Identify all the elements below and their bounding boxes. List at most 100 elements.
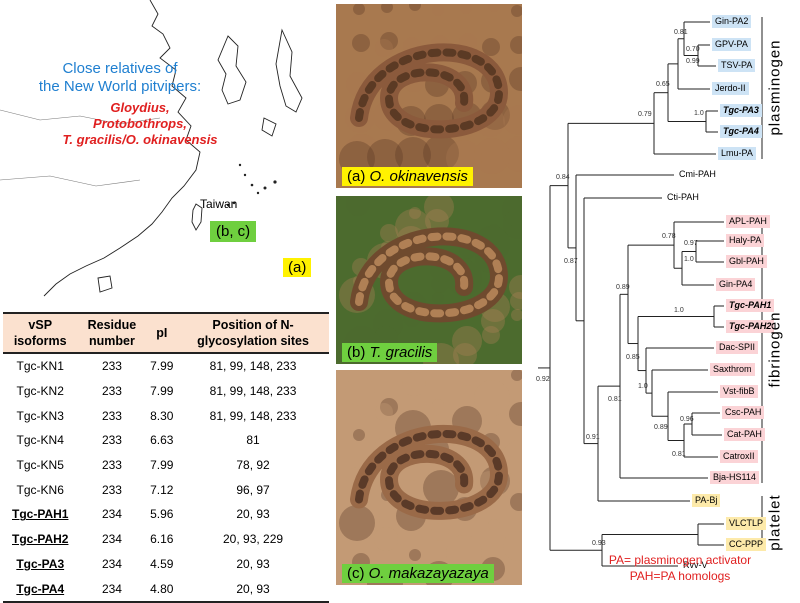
taiwan-outline [191, 203, 203, 231]
table-row: Tgc-KN3 233 8.30 81, 99, 148, 233 [3, 403, 329, 428]
isoform-cell: Tgc-KN6 [16, 482, 64, 497]
phylogenetic-tree: Gin-PA2 GPV-PA TSV-PA Jerdo-II Tgc-PA3 Tgc-PA… [528, 0, 800, 589]
map-tag-bc: (b, c) [210, 221, 257, 242]
isoform-cell: Tgc-PAH2 [12, 532, 69, 547]
glyco-sites-cell: 78, 92 [236, 458, 270, 473]
residue-cell: 233 [101, 482, 122, 497]
kyushu-outline [261, 117, 277, 137]
relatives-title: Close relatives of the New World pitvipe… [10, 60, 230, 96]
tree-leaf-rvv-v: Rvv-V [683, 560, 708, 570]
pi-cell: 7.12 [150, 482, 174, 497]
support-value: 0.89 [616, 284, 630, 292]
isoform-cell: Tgc-KN3 [16, 408, 64, 423]
photo-o-makazayazaya: (c) O. makazayazaya [336, 370, 522, 585]
river-line [0, 109, 161, 125]
glyco-sites-cell: 20, 93 [236, 556, 270, 571]
glyco-sites-cell: 81, 99, 148, 233 [209, 384, 297, 399]
glyco-sites-cell: 20, 93 [177, 576, 329, 603]
support-value: 0.81 [672, 450, 686, 458]
support-value: 1.0 [638, 383, 648, 391]
table-row: Tgc-PAH2 234 6.16 20, 93, 229 [3, 527, 329, 552]
support-value: 0.79 [638, 111, 652, 119]
table-row: Tgc-PAH1 234 5.96 20, 93 [3, 502, 329, 527]
hainan-outline [97, 275, 113, 293]
tree-leaf-apl-pah: APL-PAH [726, 215, 770, 228]
glyco-sites-cell: 96, 97 [236, 482, 270, 497]
residue-cell: 233 [101, 408, 122, 423]
tree-leaf-gin-pa4: Gin-PA4 [716, 278, 756, 291]
residue-cell: 233 [101, 458, 122, 473]
table-row: Tgc-KN1 233 7.99 81, 99, 148, 233 [3, 353, 329, 379]
table-row: Tgc-KN4 233 6.63 81 [3, 428, 329, 453]
tree-branches [538, 17, 763, 567]
genus-name: T. gracilis/O. okinavensis [62, 132, 218, 147]
support-value: 0.78 [662, 233, 676, 241]
tree-leaf-jerdo-ii: Jerdo-II [712, 82, 749, 95]
support-value: 0.97 [684, 239, 698, 247]
glyco-sites-cell: 20, 93 [236, 507, 270, 522]
tree-leaf-tgc-pah1: Tgc-PAH1 [726, 299, 775, 312]
map-tag-a: (a) [283, 258, 312, 277]
caption-prefix: (b) [347, 344, 370, 361]
support-value: 0.81 [608, 396, 622, 404]
pi-cell: 5.96 [150, 507, 174, 522]
caption-species: O. okinavensis [369, 168, 468, 185]
isoform-cell: Tgc-PAH1 [12, 507, 69, 522]
photo-t-gracilis: (b) T. gracilis [336, 196, 522, 364]
tree-leaf-vst-fibb: Vst-fibB [720, 385, 758, 398]
header-glyco: Position of N-glycosylation sites [177, 312, 329, 354]
relatives-title-line: the New World pitvipers: [38, 78, 202, 95]
isoform-cell: Tgc-PA3 [16, 556, 65, 571]
tree-leaf-dac-spii: Dac-SPII [716, 341, 759, 354]
snake-pattern [355, 48, 504, 134]
support-value: 0.85 [626, 353, 640, 361]
caption-prefix: (c) [347, 565, 369, 582]
tree-leaf-tgc-pa4: Tgc-PA4 [720, 125, 762, 138]
support-value: 0.93 [592, 540, 606, 548]
genus-name: Gloydius, [110, 100, 170, 115]
tree-leaf-tsv-pa: TSV-PA [718, 59, 756, 72]
relatives-title-line: Close relatives of [62, 60, 178, 77]
caption-species: O. makazayazaya [368, 565, 489, 582]
pi-cell: 7.99 [150, 384, 174, 399]
residue-cell: 234 [101, 507, 122, 522]
residue-cell: 233 [101, 433, 122, 448]
table-row: Tgc-PA3 234 4.59 20, 93 [3, 552, 329, 577]
tree-leaf-cti-pah: Cti-PAH [667, 192, 699, 202]
tree-leaf-cat-pah: Cat-PAH [724, 428, 765, 441]
caption-prefix: (a) [347, 168, 370, 185]
support-value: 0.89 [654, 424, 668, 432]
mainland-coastline [43, 0, 201, 297]
group-label-plasminogen: plasminogen [766, 39, 784, 136]
tree-leaf-cmi-pah: Cmi-PAH [679, 169, 716, 179]
support-value: 1.0 [694, 109, 704, 117]
support-value: 0.87 [564, 257, 578, 265]
legend-pa: PA= plasminogen activator [608, 553, 752, 567]
photo-caption: (c) O. makazayazaya [342, 564, 494, 583]
table-row: Tgc-KN5 233 7.99 78, 92 [3, 453, 329, 478]
residue-cell: 233 [101, 359, 122, 374]
support-value: 0.65 [656, 80, 670, 88]
tree-leaf-lmu-pa: Lmu-PA [718, 147, 756, 160]
table-row: Tgc-KN2 233 7.99 81, 99, 148, 233 [3, 379, 329, 404]
residue-cell: 234 [101, 532, 122, 547]
glyco-sites-cell: 20, 93, 229 [223, 532, 284, 547]
header-residue: Residue number [77, 312, 147, 354]
tree-leaf-haly-pa: Haly-PA [726, 234, 765, 247]
korea-outline [217, 35, 247, 105]
tree-leaf-saxthrom: Saxthrom [710, 363, 755, 376]
table-header-row: vSP isoforms Residue number pI Position of… [3, 312, 329, 354]
tree-leaf-catroxii: CatroxII [720, 450, 758, 463]
isoform-cell: Tgc-KN5 [16, 458, 64, 473]
tree-leaf-gbl-pah: Gbl-PAH [726, 255, 767, 268]
river-line [0, 175, 141, 187]
pi-cell: 6.16 [150, 532, 174, 547]
legend-pah: PAH=PA homologs [629, 569, 731, 583]
support-value: 0.84 [556, 173, 570, 181]
tree-leaf-pa-bj: PA-Bj [692, 494, 721, 507]
tree-leaf-gpv-pa: GPV-PA [712, 38, 751, 51]
relatives-genera: Gloydius, Protobothrops, T. gracilis/O. … [40, 100, 240, 148]
support-value: 0.70 [686, 45, 700, 53]
support-value: 1.0 [684, 255, 694, 263]
snake-illustration [336, 196, 522, 364]
